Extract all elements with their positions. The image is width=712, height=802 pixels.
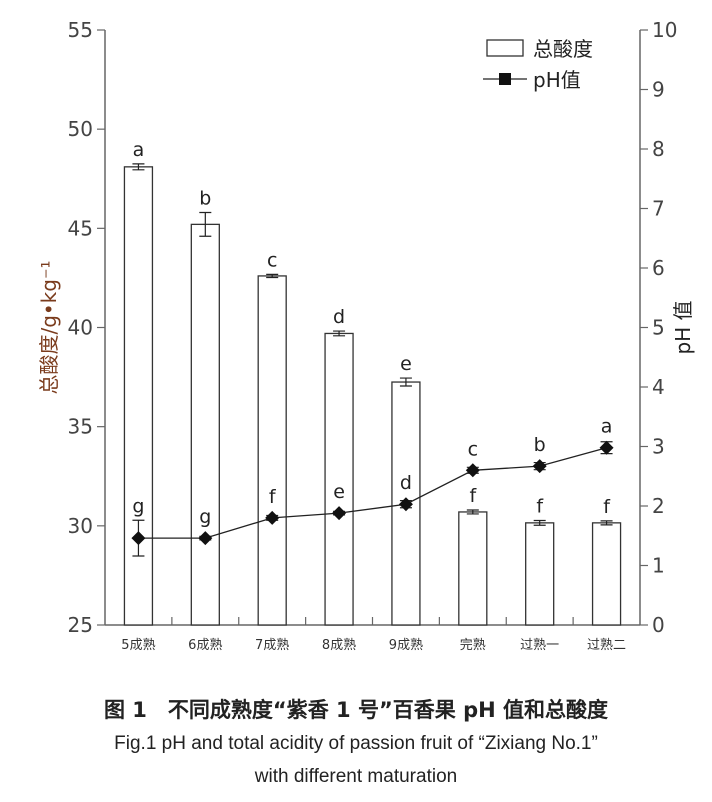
ph-significance-letter: f	[269, 486, 277, 508]
bar-error-bar	[266, 273, 279, 279]
bar-error-bar	[333, 330, 346, 337]
right-tick-label: 2	[652, 494, 665, 518]
ph-significance-letter: a	[601, 416, 613, 438]
ph-significance-letter: d	[400, 472, 412, 494]
ph-point	[465, 463, 480, 478]
bar	[591, 522, 622, 626]
bar-error-bar	[399, 377, 412, 387]
bar-significance-letter: f	[469, 485, 477, 507]
ph-line	[138, 447, 607, 539]
x-tick-label: 过熟二	[587, 637, 626, 653]
left-tick-label: 55	[68, 18, 93, 42]
ph-point	[532, 459, 547, 474]
right-tick-label: 1	[652, 554, 665, 578]
left-tick-label: 30	[68, 514, 93, 538]
bar-significance-letter: b	[199, 187, 211, 209]
ph-point	[599, 440, 614, 455]
bar	[257, 275, 287, 626]
legend-bar-label: 总酸度	[533, 37, 593, 61]
legend-line-label: pH值	[533, 68, 581, 92]
legend-bar-swatch	[486, 39, 524, 57]
caption-en-line2: with different maturation	[254, 766, 458, 787]
ph-point	[131, 531, 146, 546]
right-axis-title: pH 值	[671, 300, 695, 354]
x-tick-label: 完熟	[460, 637, 486, 653]
ph-point	[198, 531, 213, 546]
right-tick-label: 8	[652, 137, 665, 161]
bar	[324, 332, 354, 626]
right-tick-label: 0	[652, 613, 665, 637]
x-tick-label: 过熟一	[520, 637, 559, 653]
bar-significance-letter: a	[133, 139, 145, 161]
x-tick-label: 6成熟	[188, 637, 222, 653]
legend-marker	[499, 73, 511, 85]
ph-significance-letter: e	[333, 481, 345, 503]
ph-significance-letter: b	[534, 434, 546, 456]
bar	[190, 223, 220, 626]
bar-error-bar	[600, 520, 613, 526]
right-tick-label: 4	[652, 375, 665, 399]
x-tick-label: 8成熟	[322, 637, 356, 653]
bar	[525, 522, 555, 626]
caption-cn: 图 1 不同成熟度“紫香 1 号”百香果 pH 值和总酸度	[104, 698, 608, 722]
ph-significance-letter: g	[132, 495, 144, 517]
ph-point	[265, 510, 280, 525]
x-tick-label: 9成熟	[389, 637, 423, 653]
bar	[458, 511, 488, 626]
bar-error-bar	[199, 211, 212, 237]
x-tick-label: 7成熟	[255, 637, 289, 653]
bar-significance-letter: f	[603, 496, 611, 518]
bar-significance-letter: e	[400, 353, 412, 375]
right-tick-label: 9	[652, 78, 665, 102]
left-axis-title: 总酸度/g•kg⁻¹	[37, 260, 61, 394]
bar-significance-letter: c	[267, 249, 277, 271]
right-tick-label: 7	[652, 197, 665, 221]
ph-point	[332, 506, 347, 521]
right-tick-label: 5	[652, 316, 665, 340]
ph-significance-letter: c	[468, 438, 478, 460]
left-tick-label: 35	[68, 415, 93, 439]
x-tick-label: 5成熟	[121, 637, 155, 653]
bar-significance-letter: f	[536, 495, 544, 517]
bar-error-bar	[466, 509, 479, 515]
right-tick-label: 3	[652, 435, 665, 459]
bar-error-bar	[132, 163, 145, 171]
right-tick-label: 10	[652, 18, 677, 42]
bar-significance-letter: d	[333, 306, 345, 328]
bar-error-bar	[533, 519, 546, 526]
left-tick-label: 40	[68, 316, 93, 340]
left-tick-label: 50	[68, 117, 93, 141]
left-tick-label: 45	[68, 216, 93, 240]
ph-point	[398, 497, 413, 512]
right-tick-label: 6	[652, 256, 665, 280]
ph-significance-letter: g	[199, 506, 211, 528]
left-tick-label: 25	[68, 613, 93, 637]
caption-en-line1: Fig.1 pH and total acidity of passion fr…	[114, 733, 598, 754]
